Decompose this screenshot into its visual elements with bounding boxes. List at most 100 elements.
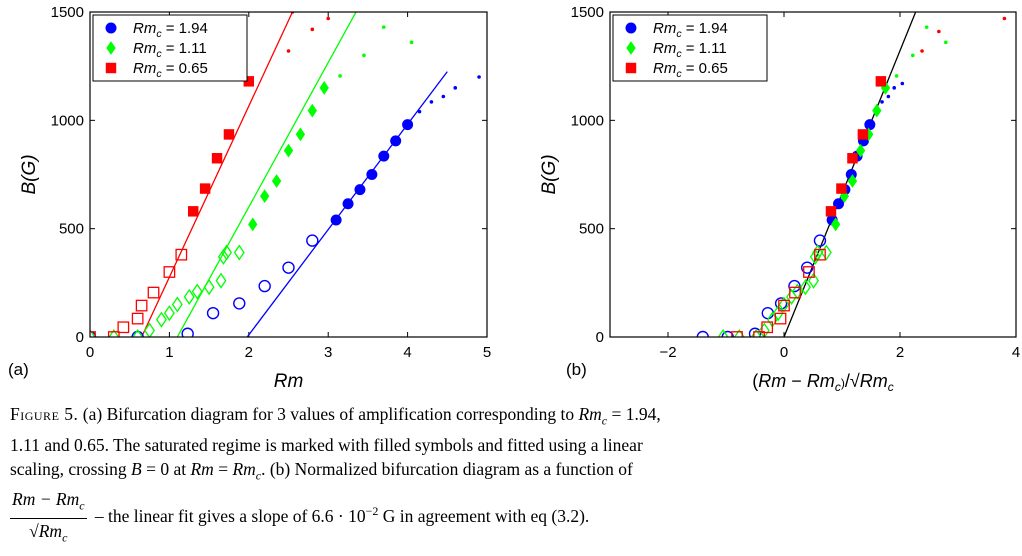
data-point-small <box>892 86 896 90</box>
y-tick-label: 0 <box>596 329 604 346</box>
caption-text: (a) Bifurcation diagram for 3 values of … <box>78 404 579 424</box>
data-point-open <box>820 244 832 261</box>
data-point-small <box>900 81 905 86</box>
x-tick-label: 2 <box>896 344 904 361</box>
caption-figure-label: Figure 5. <box>10 404 79 424</box>
y-tick-label: 1000 <box>571 112 604 129</box>
data-point-filled <box>187 206 199 217</box>
data-point-open <box>90 328 96 337</box>
data-point-filled <box>872 103 882 118</box>
data-point-small <box>409 40 414 45</box>
data-point-filled <box>271 174 282 188</box>
data-point-open <box>191 283 203 300</box>
y-tick-label: 1500 <box>571 4 604 21</box>
data-point-filled <box>199 183 211 194</box>
caption-line-1: Figure 5. (a) Bifurcation diagram for 3 … <box>10 402 1015 433</box>
caption-fraction: Rm − Rmc √Rmc <box>10 487 87 549</box>
data-point-small <box>362 53 366 58</box>
x-tick-label: 0 <box>780 344 788 361</box>
data-point-open <box>132 328 144 337</box>
data-point-small <box>326 16 331 21</box>
data-point-small <box>894 74 899 78</box>
data-point-open <box>108 328 120 337</box>
data-point-open <box>155 311 167 328</box>
data-point-open <box>808 272 820 289</box>
data-point-open <box>181 327 194 337</box>
data-point-filled <box>875 76 887 87</box>
data-point-open <box>131 312 144 325</box>
caption-text: = 0 at <box>141 458 191 479</box>
y-tick-label: 500 <box>579 221 604 238</box>
data-point-open <box>217 248 229 265</box>
x-tick-label: 5 <box>483 344 491 361</box>
caption-math: Rm <box>190 458 214 479</box>
data-point-small <box>338 74 342 78</box>
data-point-open <box>799 279 811 296</box>
data-point-filled <box>260 189 270 204</box>
x-tick-label: 0 <box>86 344 94 361</box>
plot-frame <box>609 11 1017 338</box>
data-point-filled <box>864 119 876 131</box>
data-layer <box>696 12 1007 337</box>
data-point-small <box>310 27 315 32</box>
data-point-filled <box>847 174 858 188</box>
legend-marker <box>625 62 637 74</box>
data-point-small <box>429 100 434 104</box>
data-point-filled <box>402 119 414 131</box>
x-tick-label: 4 <box>1012 344 1020 361</box>
legend-entry: Rmc = 1.11 <box>133 40 207 60</box>
data-point-open <box>750 328 762 337</box>
data-point-open <box>306 234 319 247</box>
caption-text: G in agreement with eq (3.2). <box>378 506 590 527</box>
data-point-open <box>183 288 195 305</box>
data-point-filled <box>825 206 837 217</box>
x-tick-label: 2 <box>245 344 253 361</box>
data-point-open <box>774 312 787 325</box>
y-tick-label: 500 <box>59 221 84 238</box>
y-tick-label: 1500 <box>51 4 84 21</box>
panel-b-label: (b) <box>566 360 587 379</box>
legend-entry: Rmc = 1.11 <box>653 40 727 60</box>
data-point-filled <box>342 198 354 210</box>
legend-box <box>92 14 248 82</box>
plot-frame <box>89 11 488 338</box>
data-point-filled <box>378 150 390 162</box>
data-point-open <box>813 234 827 247</box>
data-point-filled <box>847 153 858 164</box>
legend-marker <box>105 22 117 34</box>
figure-caption: Figure 5. (a) Bifurcation diagram for 3 … <box>10 402 1015 549</box>
data-point-small <box>286 49 291 53</box>
data-point-open <box>778 299 790 312</box>
data-point-open <box>233 244 245 261</box>
data-point-open <box>803 266 815 278</box>
legend-marker <box>106 41 116 55</box>
data-point-filled <box>211 153 223 164</box>
data-point-open <box>206 306 220 320</box>
data-point-open <box>144 322 156 337</box>
data-point-small <box>886 94 891 99</box>
x-tick-label: 4 <box>403 344 411 361</box>
data-point-open <box>814 248 826 261</box>
fraction-denominator: √Rmc <box>10 519 87 550</box>
legend-entry: Rmc = 0.65 <box>653 60 728 80</box>
data-point-open <box>175 248 188 261</box>
data-point-open <box>282 261 295 274</box>
x-tick-label: 3 <box>324 344 332 361</box>
data-point-filled <box>243 76 255 87</box>
data-point-small <box>453 86 458 90</box>
data-point-filled <box>366 169 378 180</box>
data-point-open <box>717 328 729 337</box>
data-point-open <box>221 244 233 261</box>
data-point-small <box>441 94 446 99</box>
data-point-filled <box>880 80 891 95</box>
fraction-numerator: Rm − Rmc <box>10 487 87 519</box>
data-point-small <box>910 53 915 58</box>
data-point-open <box>147 286 160 299</box>
legend-marker <box>105 62 117 74</box>
data-point-open <box>163 266 176 278</box>
data-point-filled <box>830 217 841 232</box>
